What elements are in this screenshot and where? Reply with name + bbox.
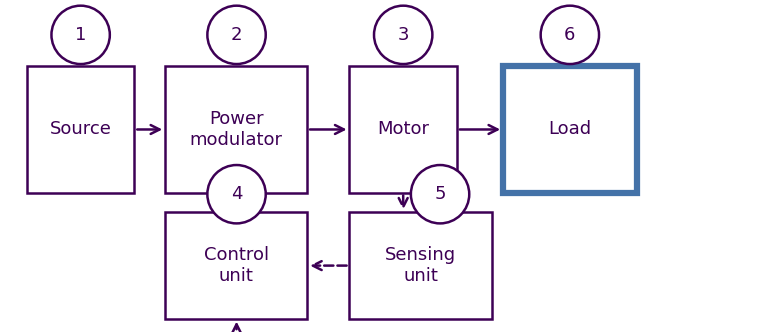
Text: 3: 3 xyxy=(398,26,409,44)
Text: Control
unit: Control unit xyxy=(204,246,269,285)
Text: Motor: Motor xyxy=(377,121,429,138)
Text: Sensing
unit: Sensing unit xyxy=(385,246,456,285)
FancyBboxPatch shape xyxy=(349,212,492,319)
FancyBboxPatch shape xyxy=(503,66,637,193)
Text: 6: 6 xyxy=(564,26,575,44)
FancyBboxPatch shape xyxy=(349,66,457,193)
FancyBboxPatch shape xyxy=(165,66,307,193)
Ellipse shape xyxy=(411,165,469,223)
Text: 2: 2 xyxy=(231,26,242,44)
Text: Source: Source xyxy=(50,121,111,138)
FancyBboxPatch shape xyxy=(165,212,307,319)
Text: 1: 1 xyxy=(75,26,86,44)
Ellipse shape xyxy=(51,6,110,64)
Text: Load: Load xyxy=(548,121,592,138)
Ellipse shape xyxy=(207,165,266,223)
FancyBboxPatch shape xyxy=(27,66,134,193)
Text: 5: 5 xyxy=(435,185,445,203)
Ellipse shape xyxy=(541,6,599,64)
Ellipse shape xyxy=(374,6,432,64)
Ellipse shape xyxy=(207,6,266,64)
Text: 4: 4 xyxy=(231,185,242,203)
Text: Power
modulator: Power modulator xyxy=(190,110,283,149)
